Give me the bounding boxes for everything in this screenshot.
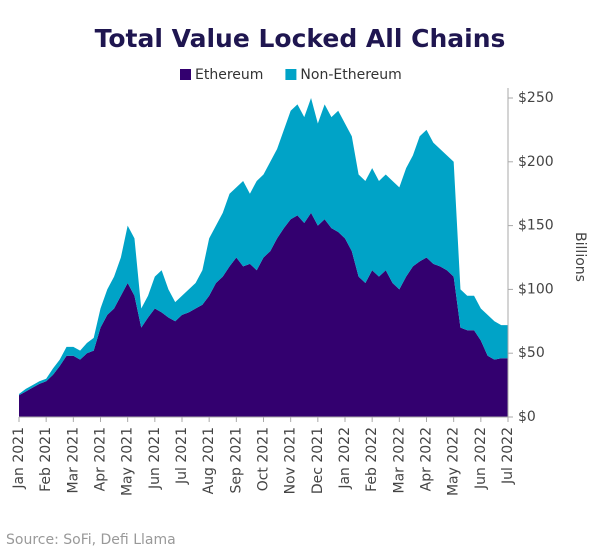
x-tick-label: Jun 2022 [473,427,489,490]
y-tick-label: $250 [518,90,554,106]
x-tick-label: Apr 2021 [93,427,109,491]
x-tick-label: Jan 2021 [11,427,27,490]
chart-title: Total Value Locked All Chains [95,24,506,53]
y-tick-label: $50 [518,345,545,361]
legend-label: Non-Ethereum [300,67,401,83]
source: Source: SoFi, Defi Llama [6,532,176,548]
area [19,98,508,396]
legend-swatch [180,69,191,80]
x-tick-label: Aug 2021 [201,427,217,494]
legend-label: Ethereum [195,67,263,83]
x-tick-label: May 2022 [446,427,462,496]
x-tick-label: Dec 2021 [310,427,326,494]
x-tick-label: Feb 2022 [364,427,380,492]
x-tick-label: Sep 2021 [228,427,244,493]
x-tick-label: Oct 2021 [256,427,272,491]
y-tick-label: $100 [518,281,554,297]
x-tick-label: Apr 2022 [419,427,435,491]
x-tick-label: Jan 2022 [337,427,353,490]
x-tick-label: May 2021 [120,427,136,496]
legend-swatch [285,69,297,80]
x-tick-label: Jul 2021 [174,427,190,485]
x-tick-label: Jun 2021 [147,427,163,490]
x-tick-label: Nov 2021 [283,427,299,494]
x-tick-label: Mar 2021 [65,427,81,494]
y-tick-label: $150 [518,218,554,234]
x-tick-label: Feb 2021 [38,427,54,492]
y-tick-label: $200 [518,154,554,170]
area [19,212,508,417]
y-axis-label: Billions [572,232,588,282]
y-tick-label: $0 [518,409,536,425]
x-tick-label: Mar 2022 [391,427,407,494]
x-tick-label: Jul 2022 [500,427,516,485]
